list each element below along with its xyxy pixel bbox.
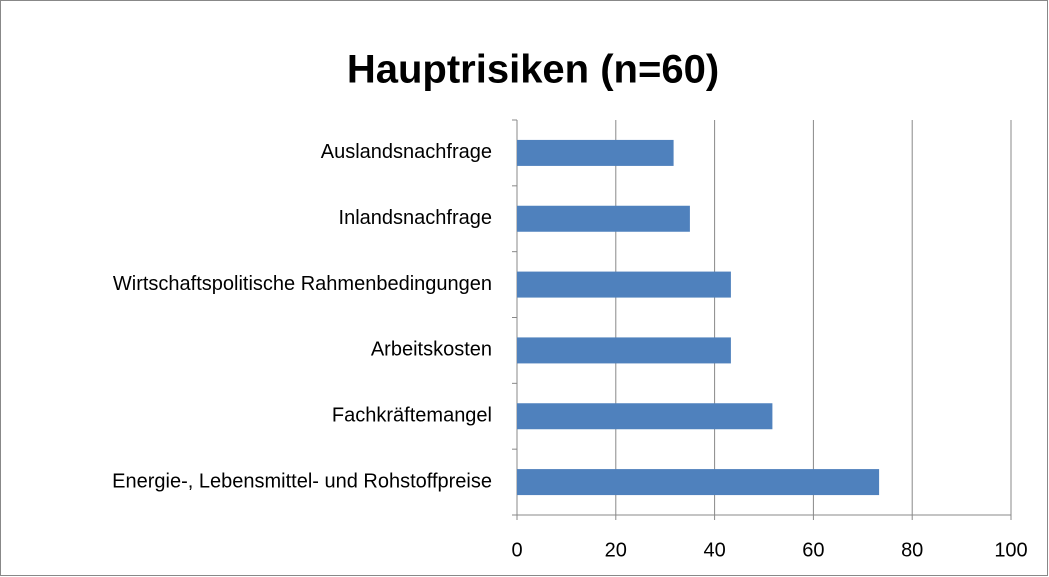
bar <box>517 139 674 166</box>
bar <box>517 469 880 496</box>
y-tick-label: Auslandsnachfrage <box>321 141 492 163</box>
y-tick-label: Inlandsnachfrage <box>339 207 492 229</box>
x-tick-label: 100 <box>994 539 1027 561</box>
chart-title: Hauptrisiken (n=60) <box>347 48 719 92</box>
y-tick-label: Fachkräftemangel <box>332 405 492 427</box>
bar <box>517 271 731 298</box>
x-tick-label: 80 <box>901 539 923 561</box>
x-tick-label: 60 <box>802 539 824 561</box>
y-tick-label: Wirtschaftspolitische Rahmenbedingungen <box>113 273 492 295</box>
bar <box>517 337 731 364</box>
x-tick-label: 0 <box>511 539 522 561</box>
bar <box>517 205 690 232</box>
x-tick-label: 40 <box>703 539 725 561</box>
y-tick-label: Energie-, Lebensmittel- und Rohstoffprei… <box>112 470 492 492</box>
bar <box>517 403 773 430</box>
y-tick-label: Arbeitskosten <box>371 339 492 361</box>
x-tick-label: 20 <box>605 539 627 561</box>
